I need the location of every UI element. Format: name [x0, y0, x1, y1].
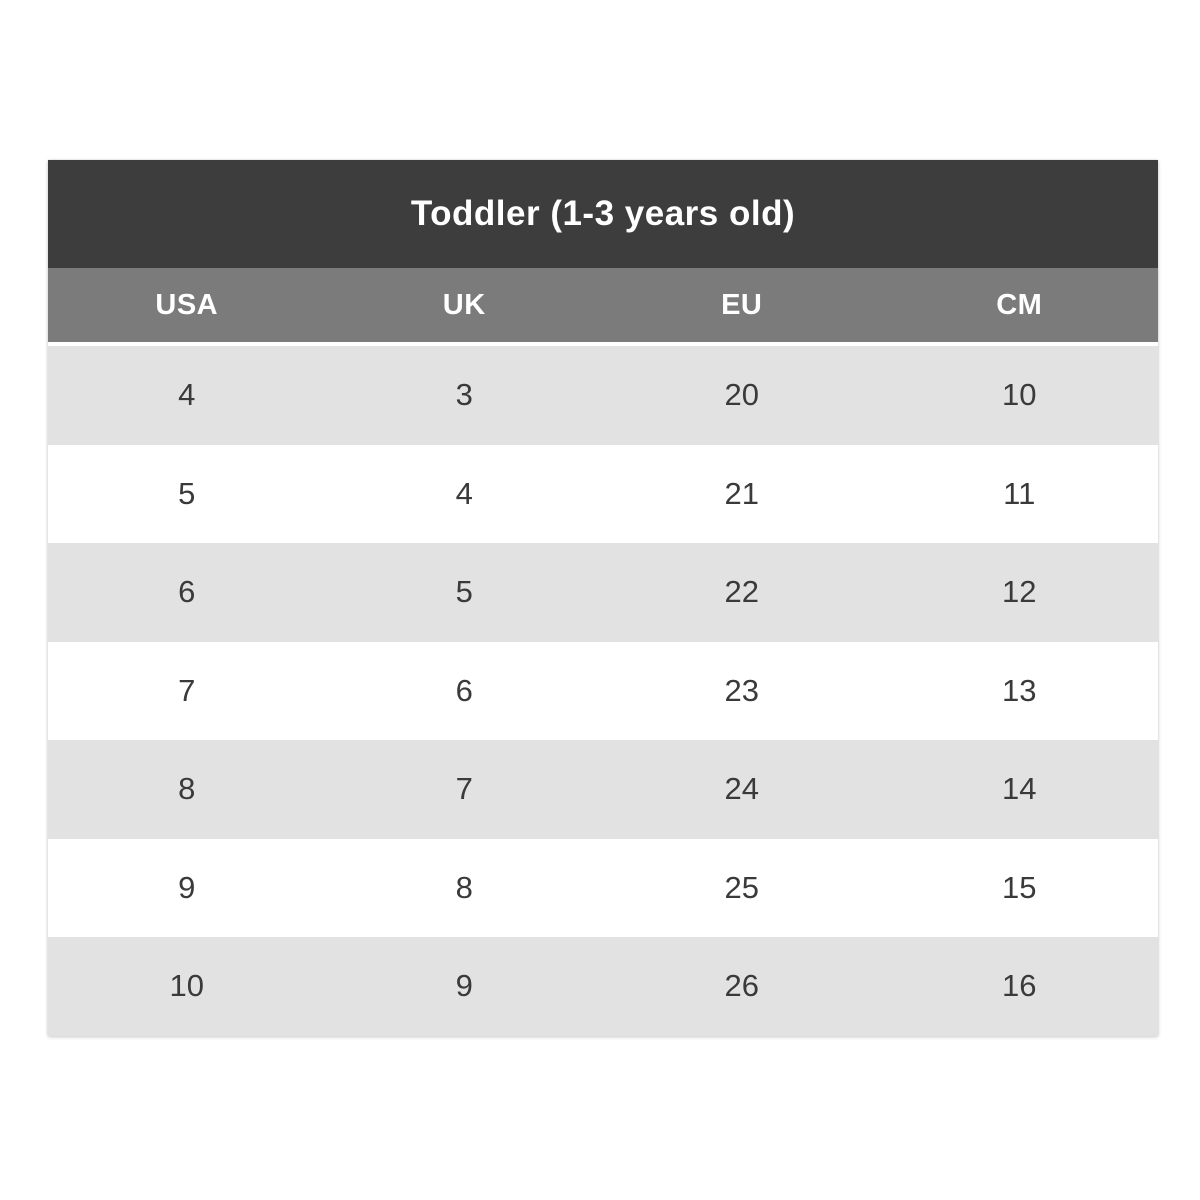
table-cell: 7	[455, 771, 473, 807]
table-cell: 4	[178, 377, 196, 413]
table-cell: 7	[178, 672, 196, 708]
table-cell: 4	[455, 475, 473, 511]
table-cell: 15	[1002, 869, 1037, 905]
table-cell: 6	[455, 672, 473, 708]
table-row: 7 6 23 13	[48, 641, 1158, 740]
table-cell: 26	[724, 968, 759, 1004]
table-cell: 9	[178, 869, 196, 905]
table-cell: 25	[724, 869, 759, 905]
column-header-uk: UK	[442, 288, 486, 321]
table-row: 9 8 25 15	[48, 838, 1158, 937]
table-cell: 12	[1002, 574, 1037, 610]
table-row: 10 9 26 16	[48, 937, 1158, 1036]
column-header-usa: USA	[155, 288, 219, 321]
table-cell: 8	[178, 771, 196, 807]
column-header-row: USA UK EU CM	[48, 268, 1158, 346]
column-header-eu: EU	[721, 288, 763, 321]
table-cell: 3	[455, 377, 473, 413]
table-cell: 9	[455, 968, 473, 1004]
table-cell: 8	[455, 869, 473, 905]
table-cell: 14	[1002, 771, 1037, 807]
column-header-cm: CM	[996, 288, 1043, 321]
size-chart-table: Toddler (1-3 years old) USA UK EU CM 4 3…	[48, 160, 1158, 1036]
table-cell: 5	[455, 574, 473, 610]
table-cell: 21	[724, 475, 759, 511]
table-cell: 24	[724, 771, 759, 807]
table-row: 6 5 22 12	[48, 543, 1158, 642]
table-cell: 23	[724, 672, 759, 708]
table-cell: 16	[1002, 968, 1037, 1004]
table-row: 4 3 20 10	[48, 346, 1158, 445]
table-cell: 5	[178, 475, 196, 511]
table-cell: 20	[724, 377, 759, 413]
table-cell: 10	[1002, 377, 1037, 413]
table-row: 8 7 24 14	[48, 740, 1158, 839]
table-cell: 10	[169, 968, 204, 1004]
table-cell: 6	[178, 574, 196, 610]
table-title: Toddler (1-3 years old)	[48, 160, 1158, 268]
table-cell: 22	[724, 574, 759, 610]
table-cell: 13	[1002, 672, 1037, 708]
table-row: 5 4 21 11	[48, 444, 1158, 543]
table-cell: 11	[1003, 475, 1036, 511]
